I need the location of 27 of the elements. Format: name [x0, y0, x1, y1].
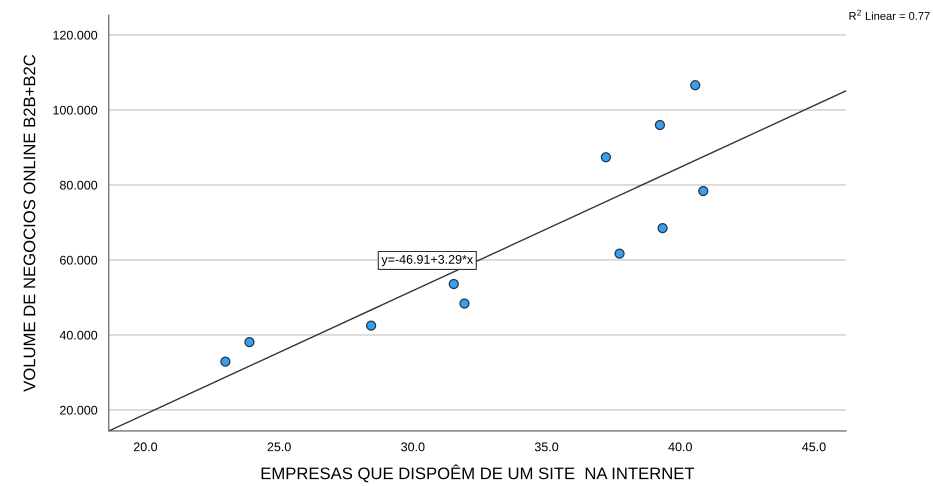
point [448, 278, 459, 290]
point [600, 152, 612, 162]
point [657, 222, 668, 234]
point [654, 120, 666, 130]
point [698, 186, 708, 196]
point [366, 320, 376, 331]
text: R$^{2}$ Linear = 0.77 [849, 10, 930, 20]
x-tick-label: 35.0 [534, 442, 558, 452]
x-tick-label: 30.0 [401, 442, 425, 452]
y-tick-label: 60.000 [60, 256, 98, 265]
annotation: y=-46.91+3.29*x [381, 254, 474, 266]
x-tick-label: 45.0 [802, 442, 826, 452]
y-tick-label: 120.000 [53, 30, 98, 40]
y-tick-label: 100.000 [53, 106, 98, 115]
point [244, 336, 255, 348]
y-axis-title: VOLUME DE NEGOCIOS ONLINE B2B+B2C [24, 54, 36, 392]
x-tick-label: 25.0 [268, 442, 291, 452]
y-tick-label: 80.000 [60, 180, 98, 190]
y-tick-label: 40.000 [60, 330, 98, 340]
point [459, 298, 470, 309]
point [220, 356, 231, 367]
point [614, 248, 625, 259]
x-tick-label: 20.0 [134, 442, 158, 452]
y-tick-label: 20.000 [60, 406, 98, 415]
x-tick-label: 40.0 [668, 442, 692, 452]
point [690, 80, 700, 90]
x-axis-title: EMPRESAS QUE DISPOÊM DE UM SITE NA INTERNET [262, 464, 694, 482]
